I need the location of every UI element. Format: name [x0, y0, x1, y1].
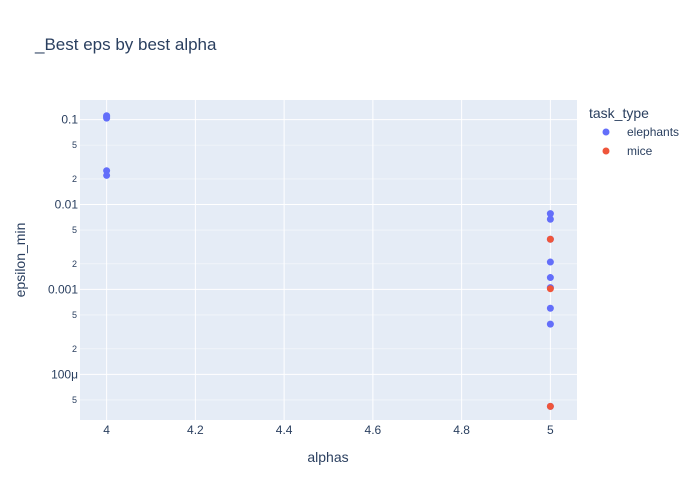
data-point-elephants [546, 258, 554, 266]
legend: task_type elephants mice [589, 105, 679, 158]
data-point-mice [546, 402, 554, 410]
x-tick-label: 4.6 [365, 423, 382, 437]
data-point-elephants [546, 215, 554, 223]
y-minor-tick-label: 5 [72, 225, 77, 235]
y-tick-label: 0.1 [61, 113, 78, 127]
x-tick-labels: 4 4.2 4.4 4.6 4.8 5 [103, 423, 554, 437]
y-axis-title: epsilon_min [12, 223, 28, 298]
plot-area [80, 100, 577, 420]
y-tick-label: 100μ [51, 367, 78, 381]
legend-item-elephants[interactable]: elephants [602, 125, 680, 139]
legend-marker-mice [602, 147, 610, 155]
data-point-elephants [546, 274, 554, 282]
x-tick-label: 4.2 [187, 423, 204, 437]
legend-item-mice[interactable]: mice [602, 144, 653, 158]
x-tick-label: 5 [547, 423, 554, 437]
y-minor-tick-label: 2 [72, 174, 77, 184]
x-axis-title: alphas [307, 449, 348, 465]
data-point-elephants [103, 171, 111, 179]
x-tick-label: 4.4 [276, 423, 293, 437]
data-point-elephants [103, 114, 111, 122]
y-minor-tick-label: 2 [72, 259, 77, 269]
data-point-mice [546, 285, 554, 293]
y-minor-tick-label: 5 [72, 310, 77, 320]
y-tick-labels: 100μ 0.001 0.01 0.1 5 2 5 2 5 2 5 [48, 113, 78, 405]
y-tick-label: 0.001 [48, 282, 78, 296]
legend-label-mice: mice [627, 144, 653, 158]
data-point-elephants [546, 304, 554, 312]
legend-marker-elephants [602, 128, 610, 136]
y-tick-label: 0.01 [55, 197, 79, 211]
data-point-elephants [546, 320, 554, 328]
data-points [103, 112, 554, 410]
y-minor-tick-label: 5 [72, 140, 77, 150]
x-tick-label: 4 [103, 423, 110, 437]
legend-title: task_type [589, 105, 649, 121]
y-minor-tick-label: 2 [72, 344, 77, 354]
y-minor-tick-label: 5 [72, 395, 77, 405]
data-point-mice [546, 235, 554, 243]
legend-label-elephants: elephants [627, 125, 679, 139]
chart-title: _Best eps by best alpha [34, 35, 217, 54]
x-tick-label: 4.8 [453, 423, 470, 437]
data-point-elephants [546, 210, 554, 218]
